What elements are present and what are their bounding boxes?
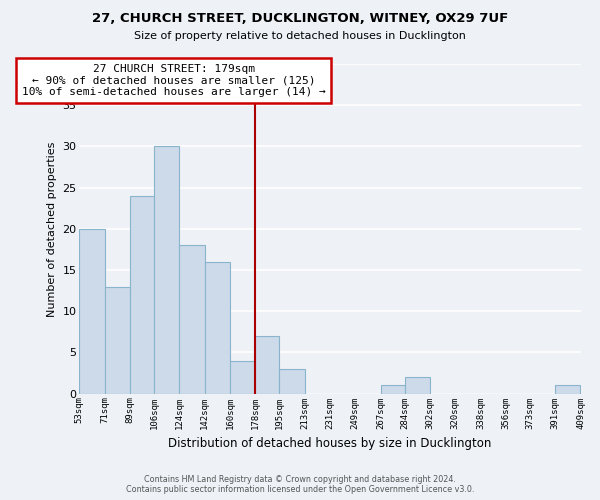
Text: Size of property relative to detached houses in Ducklington: Size of property relative to detached ho… <box>134 31 466 41</box>
X-axis label: Distribution of detached houses by size in Ducklington: Distribution of detached houses by size … <box>168 437 491 450</box>
Bar <box>380 386 404 394</box>
Bar <box>154 146 179 394</box>
Bar <box>404 377 430 394</box>
Y-axis label: Number of detached properties: Number of detached properties <box>47 141 57 316</box>
Text: Contains HM Land Registry data © Crown copyright and database right 2024.
Contai: Contains HM Land Registry data © Crown c… <box>126 474 474 494</box>
Bar <box>256 336 279 394</box>
Bar <box>79 229 104 394</box>
Text: 27 CHURCH STREET: 179sqm
← 90% of detached houses are smaller (125)
10% of semi-: 27 CHURCH STREET: 179sqm ← 90% of detach… <box>22 64 326 97</box>
Bar <box>205 262 230 394</box>
Bar <box>130 196 154 394</box>
Bar <box>230 360 256 394</box>
Bar <box>104 286 130 394</box>
Text: 27, CHURCH STREET, DUCKLINGTON, WITNEY, OX29 7UF: 27, CHURCH STREET, DUCKLINGTON, WITNEY, … <box>92 12 508 26</box>
Bar <box>179 246 205 394</box>
Bar <box>555 386 580 394</box>
Bar <box>279 369 305 394</box>
